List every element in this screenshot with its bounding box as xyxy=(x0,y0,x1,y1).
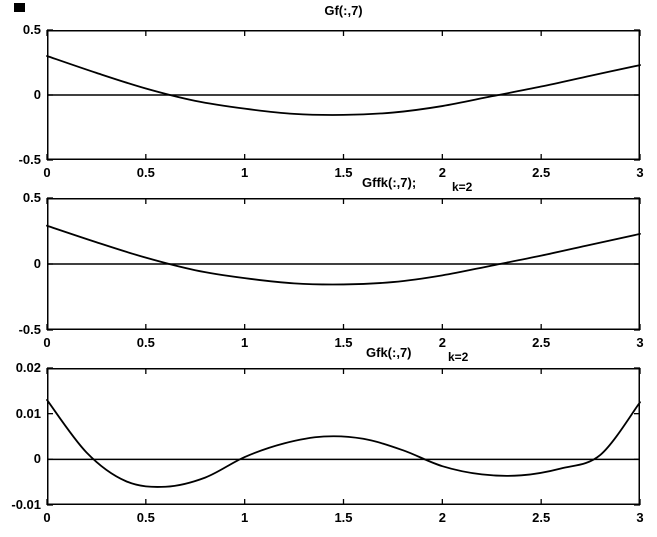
y-tick-label: -0.01 xyxy=(11,497,41,512)
scan-artifact xyxy=(14,3,25,12)
y-tick-label: 0.5 xyxy=(22,190,41,205)
subplot3-annotation: k=2 xyxy=(448,350,469,364)
x-tick-label: 0 xyxy=(43,510,51,525)
x-tick-label: 2.5 xyxy=(532,165,551,180)
x-tick-label: 3 xyxy=(636,510,644,525)
plot-svg-1 xyxy=(46,197,641,331)
x-tick-label: 2 xyxy=(438,335,446,350)
x-tick-label: 3 xyxy=(636,335,644,350)
x-tick-label: 2 xyxy=(438,165,446,180)
x-tick-label: 0.5 xyxy=(136,165,155,180)
y-tick-label: 0 xyxy=(33,451,41,467)
x-tick-label: 2.5 xyxy=(532,510,551,525)
plot-svg-2 xyxy=(46,367,641,506)
x-tick-label: 0.5 xyxy=(136,335,155,350)
x-tick-label: 2 xyxy=(438,510,446,525)
x-tick-label: 1 xyxy=(241,510,249,525)
x-tick-label: 0.5 xyxy=(136,510,155,525)
y-tick-label: 0 xyxy=(33,256,41,271)
y-tick-label: -0.5 xyxy=(18,322,41,337)
subplot1-title: Gf(:,7) xyxy=(324,3,363,18)
x-tick-label: 3 xyxy=(636,165,644,180)
x-tick-label: 0 xyxy=(43,165,51,180)
subplot2-annotation: k=2 xyxy=(452,180,473,194)
x-tick-label: 1.5 xyxy=(334,510,353,525)
x-tick-label: 2.5 xyxy=(532,335,551,350)
subplot2-title: Gffk(:,7); xyxy=(362,175,417,190)
y-tick-label: 0.02 xyxy=(15,360,41,375)
y-tick-label: -0.5 xyxy=(18,152,41,167)
x-tick-label: 0 xyxy=(43,335,51,350)
subplot3-title: Gfk(:,7) xyxy=(366,345,412,360)
x-tick-label: 1.5 xyxy=(334,165,353,180)
y-tick-label: 0 xyxy=(33,87,41,102)
y-tick-label: 0.01 xyxy=(15,405,41,421)
plot-svg-0 xyxy=(46,29,641,161)
x-tick-label: 1.5 xyxy=(334,335,353,350)
x-tick-label: 1 xyxy=(241,335,249,350)
x-tick-label: 1 xyxy=(241,165,249,180)
y-tick-label: 0.5 xyxy=(22,22,41,37)
